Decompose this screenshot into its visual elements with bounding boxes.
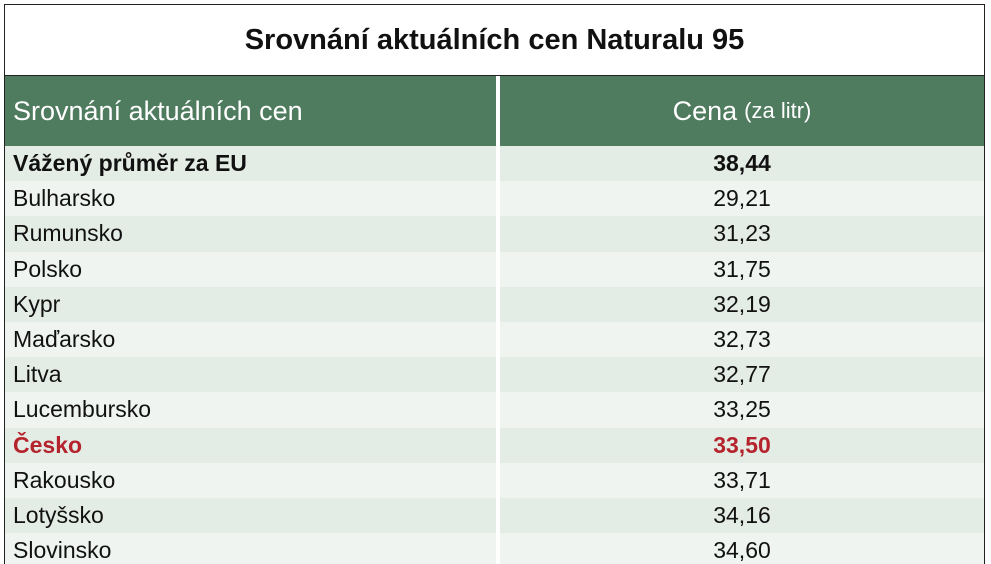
table-row: Lucembursko 33,25 xyxy=(5,392,984,428)
price-cell: 33,71 xyxy=(496,462,984,498)
price-cell: 32,19 xyxy=(496,286,984,322)
table-row: Rakousko 33,71 xyxy=(5,462,984,498)
table-row: Slovinsko 34,60 xyxy=(5,533,984,564)
price-cell: 33,50 xyxy=(496,427,984,463)
table-row: Česko 33,50 xyxy=(5,427,984,463)
table-row: Lotyšsko 34,16 xyxy=(5,497,984,534)
header-unit: (za litr) xyxy=(744,98,812,123)
country-cell: Česko xyxy=(13,431,83,458)
table-row: Litva 32,77 xyxy=(5,357,984,393)
price-cell: 29,21 xyxy=(496,181,984,217)
table-row: Rumunsko 31,23 xyxy=(5,216,984,252)
header-text: Cena xyxy=(672,95,738,126)
header-row: Srovnání aktuálních cen Cena (za litr) xyxy=(5,76,984,146)
price-cell: 32,77 xyxy=(496,357,984,393)
header-cell: Cena (za litr) xyxy=(496,76,984,146)
country-cell: Litva xyxy=(13,361,62,388)
table-row: Maďarsko 32,73 xyxy=(5,321,984,358)
table-row: Kypr 32,19 xyxy=(5,286,984,322)
country-cell: Kypr xyxy=(13,290,61,317)
title: Srovnání aktuálních cen Naturalu 95 xyxy=(5,5,984,76)
country-cell: Bulharsko xyxy=(13,185,116,212)
price-cell: 32,73 xyxy=(496,321,984,358)
table-row: Bulharsko 29,21 xyxy=(5,181,984,217)
price-cell: 38,44 xyxy=(496,146,984,182)
country-cell: Maďarsko xyxy=(13,326,116,353)
country-cell: Polsko xyxy=(13,255,83,282)
header-cell: Srovnání aktuálních cen xyxy=(13,95,303,126)
price-cell: 31,23 xyxy=(496,216,984,252)
table-frame: Srovnání aktuálních cen Naturalu 95 Srov… xyxy=(4,4,985,564)
price-cell: 31,75 xyxy=(496,251,984,287)
table-row: Vážený průměr za EU 38,44 xyxy=(5,146,984,182)
country-cell: Rumunsko xyxy=(13,220,123,247)
table-body: Vážený průměr za EU 38,44 Bulharsko 29,21 Ru… xyxy=(5,146,984,564)
country-cell: Lotyšsko xyxy=(13,501,104,528)
country-cell: Vážený průměr za EU xyxy=(13,150,247,177)
country-cell: Lucembursko xyxy=(13,396,152,423)
country-cell: Rakousko xyxy=(13,466,116,493)
table-row: Polsko 31,75 xyxy=(5,251,984,287)
price-cell: 33,25 xyxy=(496,392,984,428)
country-cell: Slovinsko xyxy=(13,537,112,564)
price-cell: 34,60 xyxy=(496,533,984,564)
price-cell: 34,16 xyxy=(496,497,984,534)
